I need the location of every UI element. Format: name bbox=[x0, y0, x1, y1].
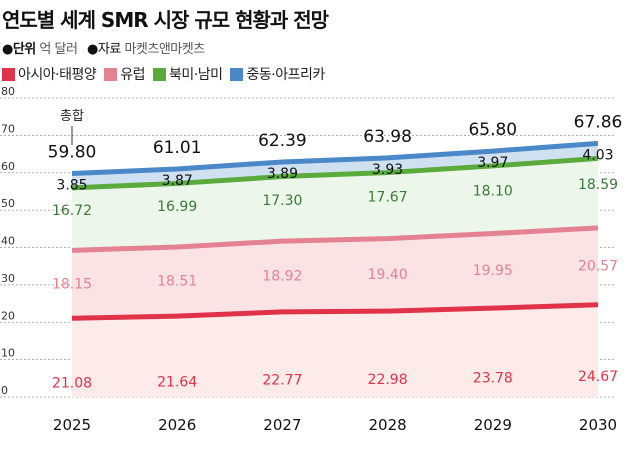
legend-label: 중동·아프리카 bbox=[246, 67, 325, 83]
series-line-0 bbox=[71, 302, 599, 321]
legend: 아시아·태평양 유럽 북미·남미 중동·아프리카 bbox=[2, 64, 325, 84]
data-label: 22.77 bbox=[262, 372, 302, 388]
legend-item: 중동·아프리카 bbox=[230, 64, 325, 84]
x-tick-label: 2028 bbox=[369, 416, 407, 434]
series-line-3 bbox=[71, 140, 599, 176]
chart-meta: ●단위 억 달러 ●자료 마켓츠앤마켓츠 bbox=[2, 42, 205, 57]
chart-title: 연도별 세계 SMR 시장 규모 현황과 전망 bbox=[2, 8, 329, 32]
legend-swatch bbox=[104, 67, 118, 81]
total-label: 67.86 bbox=[574, 112, 623, 132]
data-label: 3.97 bbox=[477, 155, 508, 171]
x-tick-label: 2027 bbox=[263, 416, 301, 434]
area-0 bbox=[72, 304, 598, 397]
data-label: 3.89 bbox=[267, 166, 298, 182]
legend-item: 유럽 bbox=[104, 64, 145, 84]
legend-swatch bbox=[2, 67, 15, 81]
data-label: 21.64 bbox=[157, 375, 197, 391]
unit-value: 억 달러 bbox=[39, 42, 78, 57]
data-label: 3.85 bbox=[56, 177, 87, 193]
x-tick-label: 2025 bbox=[53, 416, 91, 434]
source-value: 마켓츠앤마켓츠 bbox=[124, 42, 205, 57]
area-1 bbox=[72, 227, 598, 319]
y-tick-label: 60 bbox=[1, 160, 15, 173]
legend-label: 북미·남미 bbox=[169, 67, 223, 83]
data-label: 20.57 bbox=[578, 258, 618, 274]
y-tick-label: 40 bbox=[1, 235, 15, 248]
data-label: 4.03 bbox=[582, 147, 613, 163]
data-label: 18.51 bbox=[157, 274, 197, 290]
data-label: 18.10 bbox=[473, 184, 513, 200]
y-tick-label: 0 bbox=[1, 384, 8, 397]
data-label: 17.67 bbox=[368, 190, 408, 206]
data-label: 18.92 bbox=[262, 269, 302, 285]
series-line-1 bbox=[71, 225, 599, 253]
legend-item: 아시아·태평양 bbox=[2, 64, 97, 84]
y-tick-label: 30 bbox=[1, 272, 15, 285]
unit-label: 단위 bbox=[12, 42, 36, 57]
area-2 bbox=[72, 158, 598, 251]
total-label: 61.01 bbox=[153, 138, 202, 158]
data-label: 19.40 bbox=[368, 267, 408, 283]
total-label: 59.80 bbox=[48, 142, 97, 162]
y-tick-label: 80 bbox=[1, 85, 15, 98]
data-label: 19.95 bbox=[473, 263, 513, 279]
data-label: 18.15 bbox=[52, 276, 92, 292]
data-label: 22.98 bbox=[368, 372, 408, 388]
x-tick-label: 2030 bbox=[579, 416, 617, 434]
legend-label: 유럽 bbox=[120, 67, 145, 83]
legend-swatch bbox=[153, 67, 166, 81]
legend-swatch bbox=[230, 67, 244, 81]
data-label: 3.87 bbox=[162, 173, 193, 189]
data-label: 3.93 bbox=[372, 162, 403, 178]
data-label: 16.72 bbox=[52, 203, 92, 219]
source-label: 자료 bbox=[97, 42, 121, 57]
y-tick-label: 10 bbox=[1, 347, 15, 360]
data-label: 21.08 bbox=[52, 376, 92, 392]
x-tick-label: 2029 bbox=[474, 416, 512, 434]
data-label: 24.67 bbox=[578, 369, 618, 385]
data-label: 17.30 bbox=[262, 193, 302, 209]
data-label: 18.59 bbox=[578, 177, 618, 193]
data-label: 23.78 bbox=[473, 371, 513, 387]
total-caption: 총합 bbox=[60, 109, 84, 124]
y-tick-label: 20 bbox=[1, 309, 15, 322]
total-label: 65.80 bbox=[468, 120, 517, 140]
legend-label: 아시아·태평양 bbox=[18, 67, 97, 83]
y-tick-label: 50 bbox=[1, 197, 15, 210]
x-tick-label: 2026 bbox=[158, 416, 196, 434]
y-tick-label: 70 bbox=[1, 122, 15, 135]
total-label: 63.98 bbox=[363, 127, 412, 147]
series-line-2 bbox=[71, 155, 599, 191]
data-label: 16.99 bbox=[157, 199, 197, 215]
legend-item: 북미·남미 bbox=[153, 64, 223, 84]
total-label: 62.39 bbox=[258, 131, 307, 151]
